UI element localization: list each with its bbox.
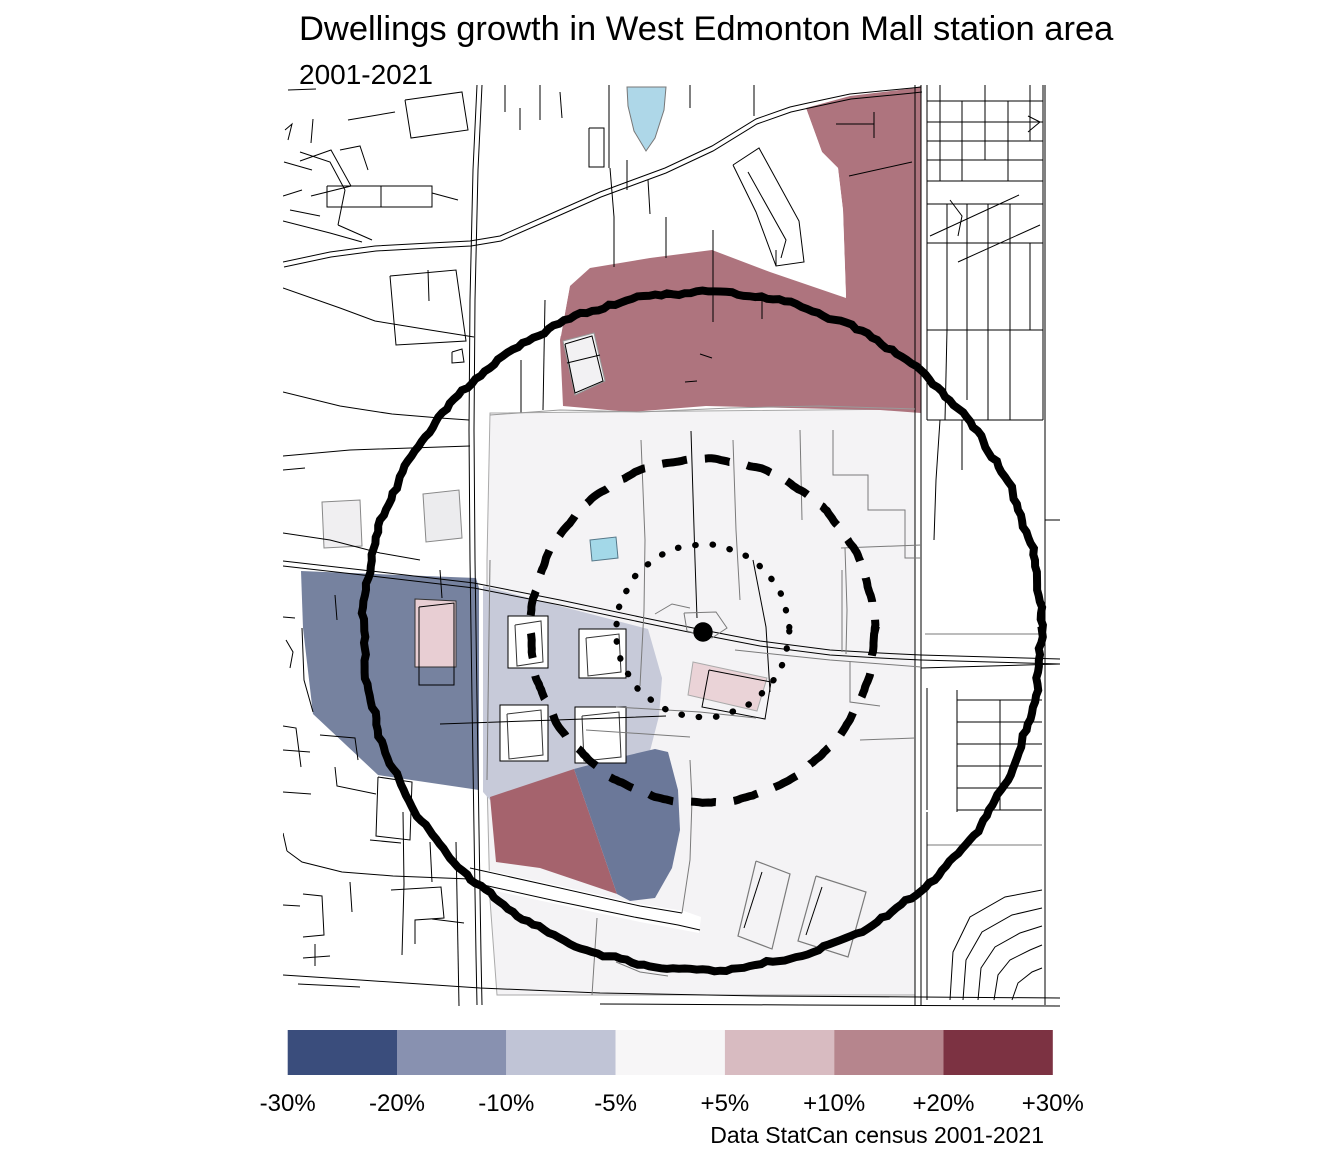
svg-text:+10%: +10%: [803, 1090, 865, 1117]
svg-text:2001-2021: 2001-2021: [299, 59, 433, 90]
svg-text:+20%: +20%: [912, 1090, 974, 1117]
svg-text:Dwellings growth in West Edmon: Dwellings growth in West Edmonton Mall s…: [299, 10, 1114, 48]
svg-text:-20%: -20%: [369, 1090, 425, 1117]
svg-text:+5%: +5%: [701, 1090, 750, 1117]
svg-text:Data StatCan census 2001-2021: Data StatCan census 2001-2021: [710, 1122, 1044, 1148]
svg-text:+30%: +30%: [1022, 1090, 1084, 1117]
svg-text:-5%: -5%: [594, 1090, 637, 1117]
svg-text:-10%: -10%: [478, 1090, 534, 1117]
svg-text:-30%: -30%: [260, 1090, 316, 1117]
